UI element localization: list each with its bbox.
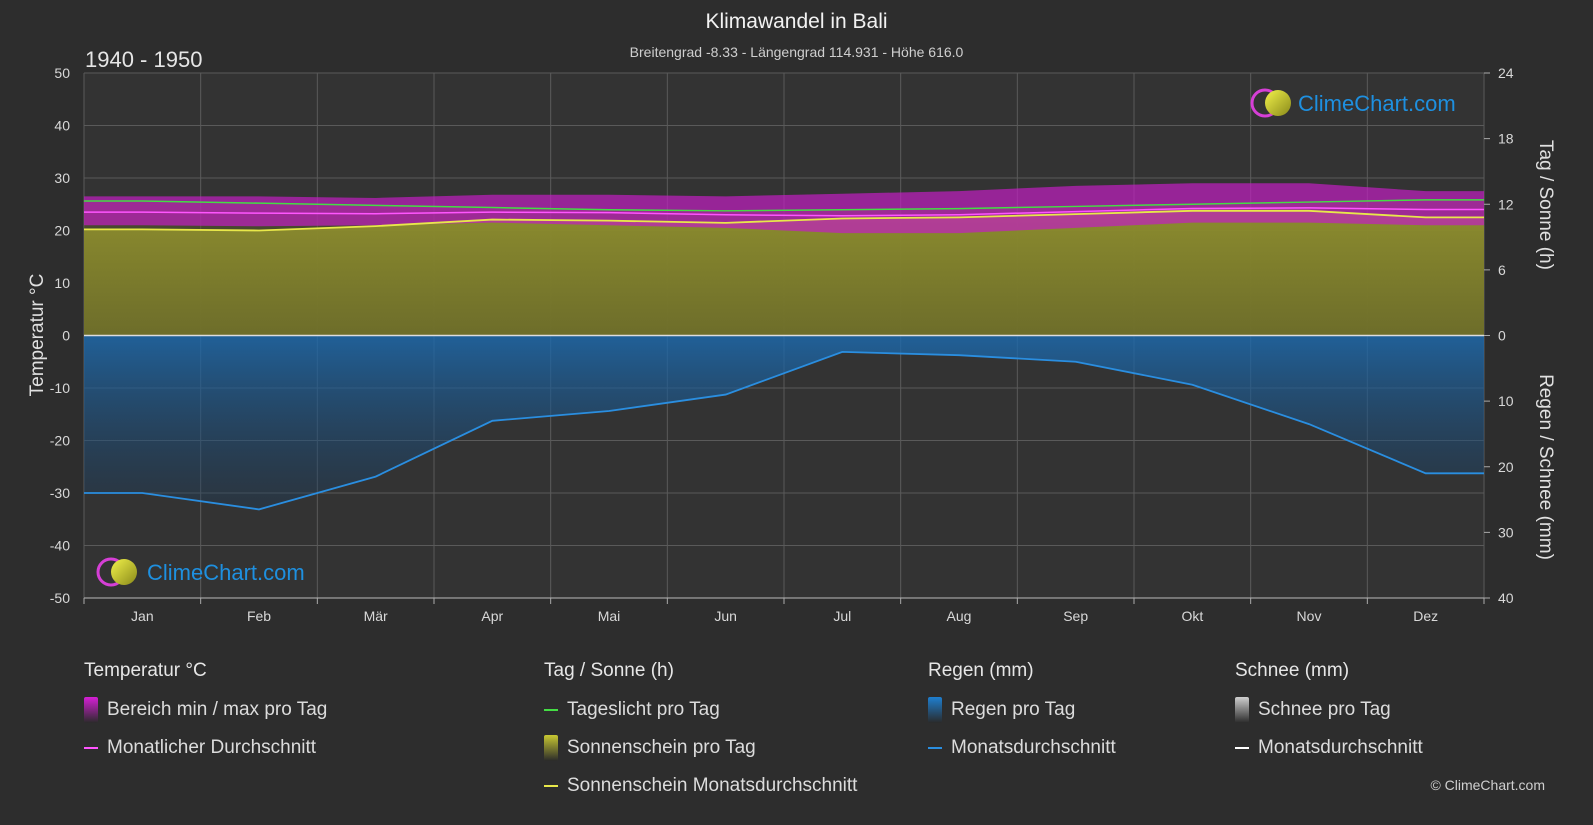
y-axis-title-left: Temperatur °C [27, 274, 48, 397]
y-tick-label-right-sun: 12 [1498, 196, 1514, 212]
y-tick-label-left: 20 [54, 223, 70, 239]
legend-swatch-box [84, 697, 98, 723]
legend-swatch-line [1235, 747, 1249, 749]
legend-swatch-box [928, 697, 942, 723]
legend-item-label: Sonnenschein pro Tag [567, 737, 756, 758]
logo-sun-icon [1265, 90, 1291, 116]
copyright: © ClimeChart.com [1430, 777, 1545, 793]
legend-item-label: Tageslicht pro Tag [567, 699, 720, 720]
legend-group: Temperatur °C Bereich min / max pro Tag Mo… [84, 660, 327, 774]
rain-area [84, 335, 1484, 510]
legend-item-label: Sonnenschein Monatsdurchschnitt [567, 775, 858, 796]
legend-item[interactable]: Tageslicht pro Tag [544, 698, 857, 722]
legend-item-label: Monatlicher Durchschnitt [107, 737, 317, 758]
legend-group: Schnee (mm) Schnee pro Tag Monatsdurchschn… [1235, 660, 1423, 774]
brand-name-top: ClimeChart.com [1298, 91, 1456, 116]
x-tick-label: Sep [1063, 608, 1088, 624]
x-tick-label: Jul [833, 608, 851, 624]
y-tick-label-left: -20 [50, 433, 70, 449]
y-tick-label-left: 10 [54, 275, 70, 291]
x-tick-label: Nov [1297, 608, 1322, 624]
y-tick-label-left: -40 [50, 538, 70, 554]
legend-item-label: Monatsdurchschnitt [951, 737, 1116, 758]
legend-item-label: Schnee pro Tag [1258, 699, 1391, 720]
chart-title: Klimawandel in Bali [705, 10, 888, 33]
y-axis-title-right-top: Tag / Sonne (h) [1535, 140, 1556, 270]
y-tick-label-right-sun: 18 [1498, 131, 1514, 147]
y-tick-label-right-sun: 6 [1498, 262, 1506, 278]
y-tick-label-right-rain: 40 [1498, 590, 1514, 606]
brand-logo-top[interactable]: ClimeChart.com [1250, 88, 1456, 118]
x-tick-label: Dez [1413, 608, 1438, 624]
legend-group-title: Regen (mm) [928, 660, 1034, 681]
y-tick-label-right-sun: 0 [1498, 328, 1506, 344]
temperature-avg-line [84, 207, 1484, 217]
x-tick-label: Aug [947, 608, 972, 624]
brand-name-bottom: ClimeChart.com [147, 560, 305, 585]
legend-group: Tag / Sonne (h) Tageslicht pro Tag Sonnens… [544, 660, 857, 812]
period-label: 1940 - 1950 [85, 47, 203, 72]
legend-swatch-box [544, 735, 558, 761]
logo-sun-icon [111, 559, 137, 585]
sunshine-avg-line [84, 209, 1484, 232]
x-tick-label: Apr [481, 608, 503, 624]
y-tick-label-right-rain: 10 [1498, 393, 1514, 409]
x-tick-label: Mär [364, 608, 388, 624]
chart-subtitle: Breitengrad -8.33 - Längengrad 114.931 -… [629, 44, 964, 60]
y-tick-label-left: -10 [50, 380, 70, 396]
legend-item-label: Monatsdurchschnitt [1258, 737, 1423, 758]
legend-swatch-line [928, 747, 942, 749]
x-tick-label: Feb [247, 608, 271, 624]
y-tick-label-left: -30 [50, 485, 70, 501]
legend-item-label: Bereich min / max pro Tag [107, 699, 328, 720]
legend-item[interactable]: Bereich min / max pro Tag [84, 697, 328, 723]
legend-group-title: Tag / Sonne (h) [544, 660, 674, 681]
y-tick-label-left: 50 [54, 65, 70, 81]
x-tick-label: Jan [131, 608, 154, 624]
y-tick-label-left: 40 [54, 118, 70, 134]
y-tick-label-left: 30 [54, 170, 70, 186]
y-tick-label-right-rain: 20 [1498, 459, 1514, 475]
x-tick-label: Mai [598, 608, 621, 624]
legend-swatch-line [544, 709, 558, 711]
legend-item-label: Regen pro Tag [951, 699, 1076, 720]
temperature-range-band [84, 183, 1484, 234]
legend-swatch-line [544, 785, 558, 787]
legend-swatch-box [1235, 697, 1249, 723]
y-tick-label-left: -50 [50, 590, 70, 606]
daylight-line [84, 199, 1484, 212]
legend-item[interactable]: Sonnenschein pro Tag [544, 735, 857, 761]
y-axis-title-right-bottom: Regen / Schnee (mm) [1535, 374, 1556, 560]
y-tick-label-right-sun: 24 [1498, 65, 1514, 81]
legend-item[interactable]: Regen pro Tag [928, 697, 1116, 723]
climate-chart: 50 40 30 20 10 0 -10 -20 -30 -40 -50 24 18 12 6 0 10 20 30… [27, 65, 1556, 624]
legend-group-title: Temperatur °C [84, 660, 207, 681]
brand-logo-bottom[interactable]: ClimeChart.com [96, 557, 305, 587]
legend-item[interactable]: Monatsdurchschnitt [928, 736, 1116, 760]
sunshine-area [84, 210, 1484, 336]
legend-item[interactable]: Sonnenschein Monatsdurchschnitt [544, 774, 857, 798]
y-tick-label-right-rain: 30 [1498, 524, 1514, 540]
legend-item[interactable]: Schnee pro Tag [1235, 697, 1423, 723]
rain-avg-line [84, 351, 1484, 511]
legend-item[interactable]: Monatsdurchschnitt [1235, 736, 1423, 760]
legend-group: Regen (mm) Regen pro Tag Monatsdurchschnit… [928, 660, 1116, 774]
x-tick-label: Okt [1181, 608, 1203, 624]
y-tick-label-left: 0 [62, 328, 70, 344]
x-tick-label: Jun [714, 608, 737, 624]
legend-group-title: Schnee (mm) [1235, 660, 1350, 681]
legend-item[interactable]: Monatlicher Durchschnitt [84, 736, 327, 760]
legend-swatch-line [84, 747, 98, 749]
